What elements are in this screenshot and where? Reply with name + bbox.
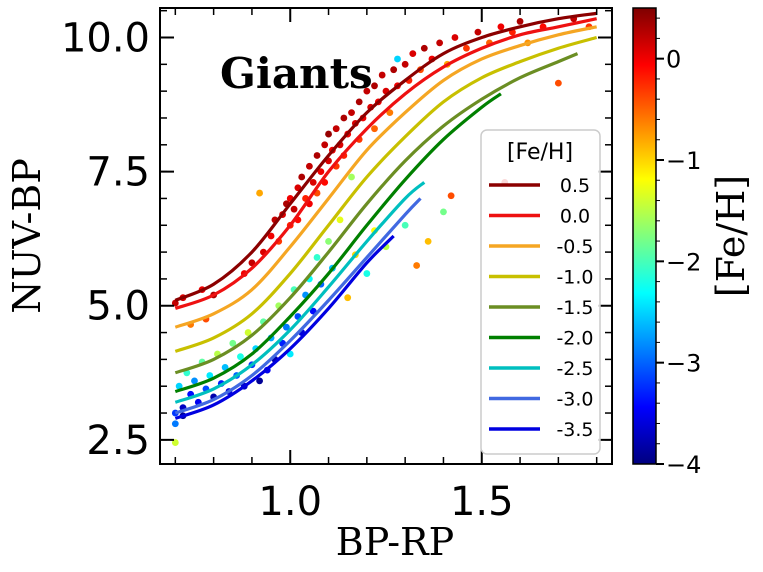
- colorbar-tick-label: −3: [666, 350, 701, 378]
- scatter-point: [221, 364, 229, 371]
- colorbar: 0 −1 −2 −3 −4 [Fe/H]: [632, 7, 753, 479]
- colorbar-tick-label: −1: [666, 147, 701, 175]
- legend-label: -1.0: [556, 267, 593, 289]
- scatter-point: [363, 87, 371, 95]
- scatter-point: [229, 339, 237, 347]
- scatter-point: [283, 323, 290, 331]
- scatter-point: [256, 189, 263, 197]
- series-line--2.5: [174, 181, 426, 404]
- colorbar-tick-label: −4: [666, 451, 701, 479]
- series-line--0.5: [174, 25, 598, 329]
- panel-annotation: Giants: [220, 49, 373, 98]
- scatter-point: [474, 28, 482, 36]
- y-axis-title: NUV-BP: [5, 158, 49, 314]
- scatter-point: [497, 23, 505, 31]
- legend-box: [480, 129, 601, 455]
- scatter-point: [409, 50, 417, 57]
- y-tick-label: 5.0: [86, 284, 150, 330]
- scatter-point: [175, 382, 183, 390]
- scatter-point: [371, 125, 378, 133]
- scatter-point: [516, 18, 524, 25]
- scatter-point: [313, 254, 321, 261]
- scatter-point: [191, 377, 198, 385]
- scatter-point: [554, 79, 562, 87]
- scatter-point: [321, 141, 329, 149]
- series-line-0.5: [174, 11, 597, 302]
- scatter-point: [298, 173, 306, 181]
- scatter-point: [378, 71, 386, 79]
- scatter-point: [447, 192, 455, 200]
- y-tick-label: 10.0: [61, 16, 150, 62]
- legend-label: -2.0: [556, 328, 593, 350]
- scatter-point: [386, 109, 394, 117]
- scatter-point: [344, 294, 352, 302]
- scatter-point: [355, 98, 363, 106]
- x-axis-title: BP-RP: [336, 520, 454, 564]
- scatter-point: [313, 152, 321, 159]
- colorbar-gradient: [632, 7, 657, 465]
- scatter-point: [325, 237, 332, 245]
- legend-label: -2.5: [556, 358, 593, 380]
- scatter-point: [309, 178, 317, 186]
- y-tick-label: 2.5: [86, 418, 150, 464]
- scatter-point: [440, 208, 447, 216]
- scatter-point: [206, 372, 214, 379]
- series-line-0.0: [174, 17, 598, 310]
- scatter-point: [463, 44, 470, 52]
- x-tick-label: 1.5: [450, 479, 514, 525]
- scatter-point: [371, 82, 378, 90]
- colorbar-tick-label: −2: [666, 248, 701, 276]
- series-line--1.5: [174, 52, 579, 375]
- scatter-point: [244, 329, 252, 336]
- legend-label: -3.5: [556, 419, 593, 441]
- series-line--1.0: [174, 35, 598, 353]
- series-line--3.5: [174, 234, 395, 420]
- plot-frame: [159, 7, 613, 465]
- model-lines: [174, 11, 598, 420]
- scatter-point: [424, 237, 432, 245]
- legend-title: [Fe/H]: [507, 140, 573, 165]
- scatter-point: [332, 125, 340, 133]
- legend: [Fe/H] 0.5 0.0 -0.5 -1.0 -1.5 -2.0 -2.5 -3.0 -3.…: [480, 129, 601, 455]
- y-tick-label: 7.5: [86, 150, 150, 196]
- scatter-point: [451, 34, 459, 41]
- scatter-point: [401, 221, 409, 229]
- scatter-point: [290, 205, 298, 213]
- scatter-point: [348, 109, 355, 117]
- series-line--3.0: [174, 197, 422, 415]
- scatter-point: [348, 173, 355, 181]
- series-line--2.0: [174, 92, 502, 394]
- axis-ticks: 1.0 1.5 2.5 5.0 7.5 10.0: [61, 8, 612, 525]
- colorbar-label: [Fe/H]: [709, 175, 753, 297]
- scatter-point: [267, 232, 275, 240]
- scatter-point: [336, 216, 344, 224]
- scatter-point: [340, 114, 348, 122]
- scatter-point: [420, 44, 428, 52]
- scatter-point: [237, 353, 244, 361]
- scatter-point: [390, 66, 398, 74]
- legend-label: 0.0: [560, 206, 590, 228]
- scatter-point: [305, 162, 313, 170]
- scatter-point: [256, 377, 263, 385]
- legend-label: 0.5: [560, 175, 590, 197]
- x-tick-label: 1.0: [258, 479, 322, 525]
- colorbar-tick-label: 0: [666, 46, 681, 74]
- scatter-point: [325, 130, 332, 138]
- scatter-point: [394, 55, 401, 63]
- scatter-point: [401, 60, 409, 68]
- legend-label: -1.5: [556, 297, 593, 319]
- scatter-point: [363, 270, 371, 277]
- scatter-point: [436, 39, 444, 47]
- legend-label: -3.0: [556, 389, 593, 411]
- scatter-point: [413, 262, 421, 269]
- legend-label: -0.5: [556, 236, 593, 258]
- scatter-point: [171, 420, 179, 428]
- scatter-point: [317, 168, 325, 176]
